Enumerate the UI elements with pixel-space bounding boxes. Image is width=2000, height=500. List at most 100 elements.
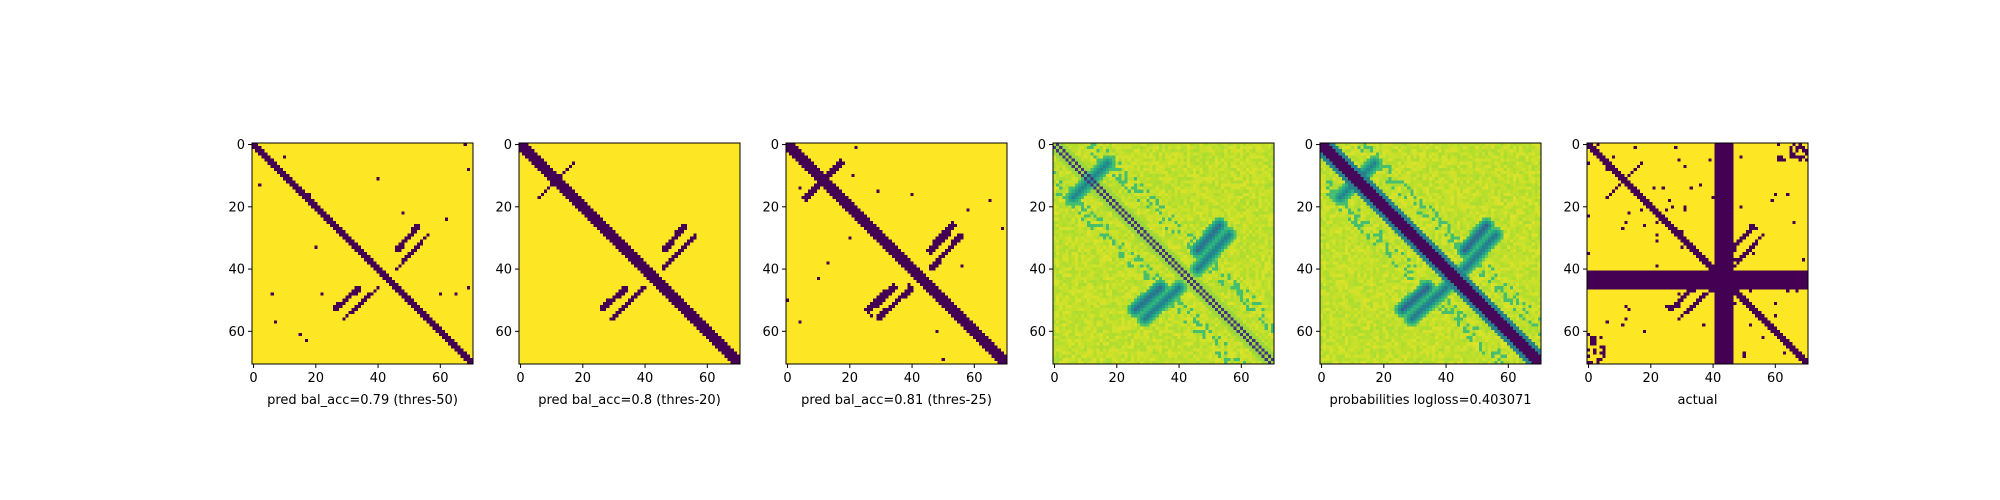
heatmap-cell [451, 342, 454, 345]
heatmap-cell [333, 299, 336, 302]
heatmap-cell [442, 339, 445, 342]
heatmap-cell [364, 286, 367, 289]
heatmap-cell [286, 221, 289, 224]
heatmap-cell [464, 271, 467, 274]
heatmap-cell [433, 277, 436, 280]
heatmap-cell [352, 333, 355, 336]
heatmap-cell [386, 342, 389, 345]
heatmap-cell [283, 330, 286, 333]
heatmap-cell [442, 324, 445, 327]
heatmap-cell [467, 268, 470, 271]
heatmap-cell [417, 177, 420, 180]
heatmap-cell [420, 308, 423, 311]
heatmap-cell [258, 345, 261, 348]
heatmap-cell [327, 236, 330, 239]
heatmap-cell [457, 283, 460, 286]
heatmap-cell [255, 249, 258, 252]
heatmap-cell [271, 320, 274, 323]
heatmap-cell [467, 277, 470, 280]
heatmap-cell [264, 299, 267, 302]
heatmap-cell [383, 236, 386, 239]
heatmap-cell [355, 162, 358, 165]
heatmap-cell [358, 143, 361, 146]
heatmap-cell [442, 190, 445, 193]
heatmap-cell [380, 243, 383, 246]
heatmap-cell [277, 336, 280, 339]
heatmap-cell [408, 218, 411, 221]
heatmap-cell [308, 280, 311, 283]
heatmap-cell [445, 336, 448, 339]
heatmap-cell [352, 165, 355, 168]
heatmap-cell [314, 302, 317, 305]
heatmap-cell [330, 174, 333, 177]
heatmap-cell [389, 336, 392, 339]
heatmap-cell [345, 246, 348, 249]
heatmap-cell [358, 311, 361, 314]
heatmap-cell [383, 183, 386, 186]
heatmap-cell [342, 336, 345, 339]
heatmap-cell [264, 183, 267, 186]
heatmap-cell [342, 227, 345, 230]
heatmap-cell [299, 199, 302, 202]
heatmap-cell [317, 264, 320, 267]
heatmap-cell [439, 168, 442, 171]
heatmap-cell [283, 271, 286, 274]
heatmap-cell [367, 342, 370, 345]
heatmap-cell [302, 162, 305, 165]
heatmap-cell [417, 280, 420, 283]
heatmap-cell [330, 146, 333, 149]
heatmap-cell [439, 271, 442, 274]
heatmap-cell [367, 345, 370, 348]
heatmap-cell [264, 314, 267, 317]
heatmap-cell [268, 243, 271, 246]
heatmap-cell [330, 227, 333, 230]
heatmap-cell [467, 289, 470, 292]
heatmap-cell [367, 211, 370, 214]
heatmap-cell [451, 252, 454, 255]
heatmap-cell [333, 327, 336, 330]
heatmap-cell [339, 187, 342, 190]
heatmap-cell [348, 283, 351, 286]
heatmap-cell [320, 215, 323, 218]
heatmap-cell [436, 277, 439, 280]
heatmap-cell [383, 320, 386, 323]
heatmap-cell [445, 183, 448, 186]
heatmap-cell [414, 333, 417, 336]
heatmap-cell [398, 218, 401, 221]
heatmap-cell [355, 327, 358, 330]
heatmap-cell [283, 239, 286, 242]
heatmap-cell [383, 352, 386, 355]
heatmap-cell [467, 224, 470, 227]
heatmap-cell [454, 283, 457, 286]
heatmap-cell [433, 280, 436, 283]
heatmap-cell [302, 233, 305, 236]
heatmap-cell [408, 286, 411, 289]
heatmap-cell [345, 177, 348, 180]
heatmap-cell [386, 274, 389, 277]
heatmap-cell [386, 286, 389, 289]
heatmap-cell [352, 258, 355, 261]
heatmap-cell [436, 264, 439, 267]
heatmap-cell [339, 320, 342, 323]
heatmap-cell [274, 199, 277, 202]
heatmap-cell [414, 190, 417, 193]
heatmap-cell [355, 268, 358, 271]
heatmap-cell [395, 308, 398, 311]
heatmap-cell [380, 177, 383, 180]
heatmap-cell [333, 152, 336, 155]
heatmap-cell [324, 149, 327, 152]
heatmap-cell [417, 187, 420, 190]
heatmap-cell [445, 261, 448, 264]
heatmap-cell [255, 239, 258, 242]
heatmap-cell [370, 215, 373, 218]
heatmap-cell [364, 280, 367, 283]
heatmap-cell [311, 215, 314, 218]
heatmap-cell [296, 258, 299, 261]
heatmap-cell [423, 320, 426, 323]
heatmap-cell [361, 299, 364, 302]
heatmap-cell [417, 339, 420, 342]
heatmap-cell [261, 345, 264, 348]
heatmap-cell [352, 177, 355, 180]
heatmap-cell [308, 159, 311, 162]
heatmap-cell [324, 243, 327, 246]
